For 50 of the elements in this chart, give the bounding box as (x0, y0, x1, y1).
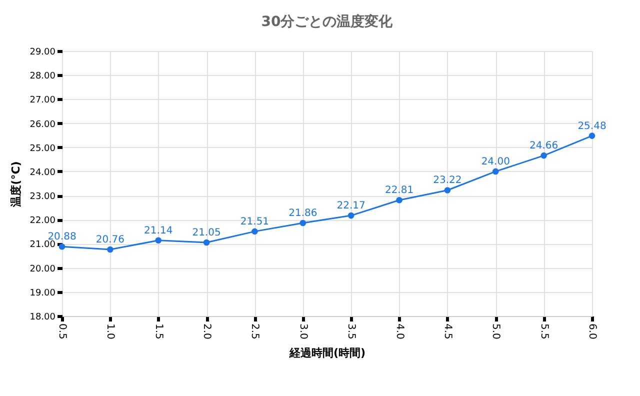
y-tick-label: 24.00 (30, 168, 56, 178)
x-tick-label: 3.0 (297, 324, 308, 340)
y-tick-label: 26.00 (30, 120, 56, 130)
text: 21.86 (288, 208, 318, 220)
y-tick-label: 23.00 (30, 192, 56, 202)
point (252, 228, 258, 235)
x-axis-title: 経過時間(時間) (288, 346, 366, 360)
point (588, 132, 596, 139)
y-tick-label: 29.00 (30, 48, 56, 58)
y-tick-label: 25.00 (30, 144, 56, 154)
point (444, 187, 451, 194)
text: 22.17 (336, 200, 366, 212)
point (107, 246, 114, 253)
point (492, 168, 499, 175)
point (155, 237, 162, 244)
x-tick-label: 2.5 (249, 324, 260, 340)
y-axis-title: 温度(°C) (10, 161, 23, 208)
y-tick-label: 20.00 (30, 264, 56, 274)
y-tick-label: 21.00 (30, 240, 56, 250)
y-tick-label: 27.00 (30, 96, 56, 106)
x-tick-label: 2.0 (201, 324, 212, 340)
point (203, 239, 210, 246)
y-tick-label: 22.00 (30, 216, 56, 226)
chart-title: 30分ごとの温度変化 (261, 13, 394, 30)
y-tick-label: 28.00 (30, 72, 56, 82)
point (348, 212, 354, 219)
point (300, 220, 306, 226)
x-tick-label: 4.0 (394, 324, 405, 340)
text: 22.81 (384, 185, 414, 196)
x-tick-label: 5.5 (538, 324, 550, 340)
x-tick-label: 1.0 (104, 324, 116, 340)
point (540, 152, 547, 159)
text: 21.14 (144, 225, 173, 236)
x-tick-label: 3.5 (346, 324, 357, 340)
x-tick-label: 5.0 (490, 324, 502, 340)
y-tick-label: 19.00 (30, 288, 56, 298)
text: 21.51 (240, 216, 270, 228)
text: 20.76 (96, 234, 124, 246)
text: 25.48 (578, 120, 606, 132)
x-tick-label: 6.0 (586, 324, 598, 340)
y-tick-label: 18.00 (30, 312, 56, 322)
text: 21.05 (192, 228, 221, 239)
text: 24.00 (481, 156, 510, 168)
point (58, 243, 66, 250)
point (396, 196, 402, 204)
x-tick-label: 1.5 (152, 324, 164, 340)
x-tick-label: 0.5 (56, 324, 68, 340)
x-tick-label: 4.5 (442, 324, 453, 340)
text: 23.22 (433, 175, 462, 186)
text: 24.66 (530, 140, 558, 152)
